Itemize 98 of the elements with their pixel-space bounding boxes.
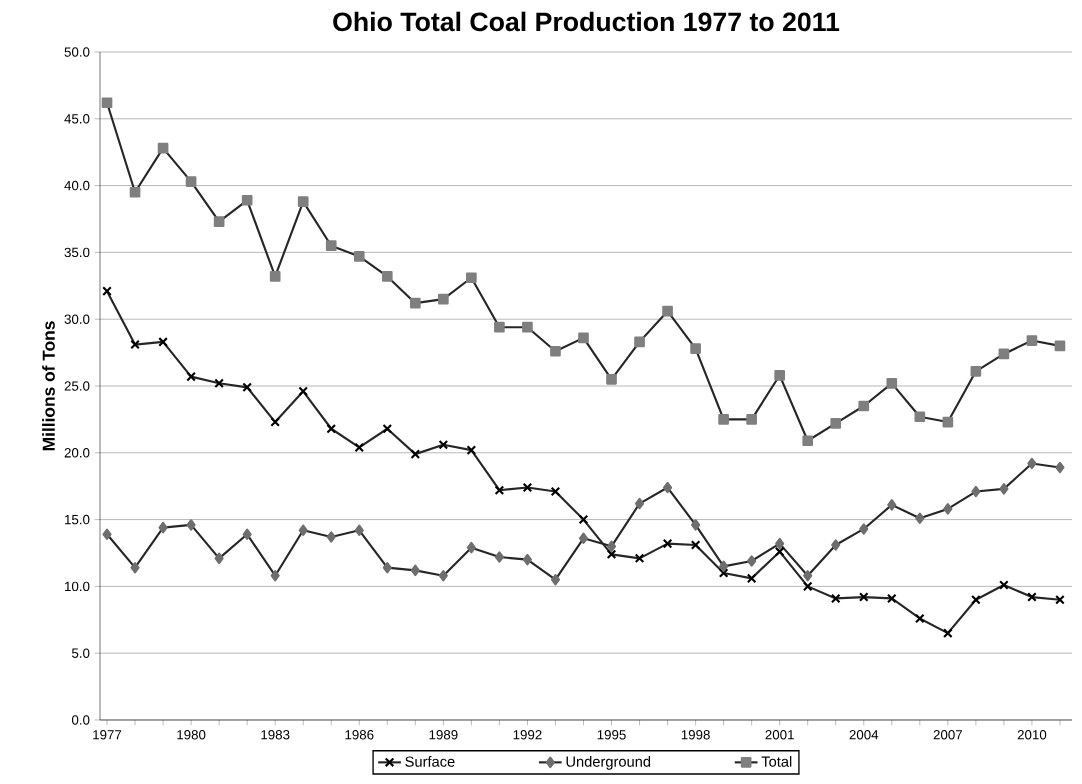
x-tick-label: 1989 — [429, 730, 458, 740]
point — [914, 411, 926, 423]
y-tick-label: 35.0 — [64, 247, 90, 258]
y-tick-label: 40.0 — [64, 180, 90, 191]
y-tick-label: 20.0 — [64, 448, 90, 458]
point — [634, 336, 645, 348]
point — [409, 297, 421, 309]
point — [634, 497, 645, 510]
y-tick-label: 5.0 — [71, 648, 90, 658]
point — [1026, 335, 1038, 346]
point — [381, 271, 393, 282]
point — [410, 564, 420, 577]
point — [494, 321, 505, 333]
y-tick-label: 10.0 — [65, 581, 90, 592]
point — [858, 400, 870, 412]
y-tick-label: 50.0 — [64, 47, 90, 57]
point — [719, 560, 729, 573]
point — [915, 512, 925, 524]
point — [774, 369, 786, 381]
legend-label: Total — [761, 756, 792, 767]
point — [214, 552, 224, 565]
point — [522, 553, 532, 566]
point — [438, 293, 449, 305]
point — [998, 348, 1010, 360]
point — [325, 240, 337, 252]
point — [886, 377, 898, 389]
point — [157, 142, 169, 154]
point — [102, 528, 112, 541]
point — [494, 551, 504, 563]
x-tick-label: 1998 — [681, 730, 710, 740]
point — [1027, 457, 1037, 470]
point — [971, 485, 981, 498]
point — [970, 365, 982, 377]
legend-label: Surface — [405, 756, 455, 767]
x-tick-label: 2004 — [849, 730, 879, 740]
point — [550, 345, 561, 357]
point — [326, 531, 336, 543]
x-tick-label: 1980 — [177, 730, 206, 740]
point — [522, 321, 533, 333]
y-tick-label: 0.0 — [71, 715, 90, 725]
legend-label: Underground — [566, 756, 651, 770]
point — [802, 435, 814, 447]
point — [298, 524, 308, 537]
y-tick-label: 15.0 — [65, 514, 90, 525]
x-tick-label: 2007 — [933, 730, 963, 740]
x-tick-label: 1986 — [345, 730, 374, 740]
y-axis-title: Millions of Tons — [42, 321, 55, 451]
point — [943, 503, 953, 515]
point — [466, 541, 476, 554]
point — [129, 186, 141, 198]
x-tick-label: 2001 — [765, 730, 794, 740]
point — [663, 481, 673, 494]
point — [130, 561, 140, 574]
point — [213, 216, 225, 227]
chart-title: Ohio Total Coal Production 1977 to 2011 — [333, 11, 840, 32]
point — [186, 519, 196, 531]
point — [859, 523, 869, 535]
point — [691, 519, 701, 531]
point — [578, 532, 589, 545]
point — [270, 569, 280, 582]
point — [831, 539, 841, 551]
x-tick-label: 1992 — [513, 730, 542, 740]
point — [999, 483, 1009, 495]
point — [747, 555, 757, 567]
point — [718, 414, 729, 425]
point — [1055, 461, 1065, 474]
point — [354, 524, 364, 537]
y-tick-label: 30.0 — [64, 314, 90, 324]
y-tick-label: 45.0 — [64, 114, 90, 124]
point — [550, 573, 561, 586]
x-tick-label: 1995 — [597, 730, 626, 740]
point — [158, 521, 168, 534]
point — [606, 540, 617, 553]
point — [382, 561, 392, 574]
point — [830, 418, 842, 429]
point — [466, 272, 477, 284]
point — [353, 251, 365, 262]
point — [269, 271, 281, 282]
point — [578, 332, 589, 344]
point — [887, 499, 897, 511]
point — [942, 416, 954, 428]
point — [690, 343, 701, 354]
x-tick-label: 1977 — [93, 730, 122, 740]
point — [803, 569, 813, 582]
y-tick-label: 25.0 — [64, 381, 90, 391]
point — [606, 373, 617, 385]
point — [241, 194, 253, 206]
point — [1054, 340, 1066, 352]
x-tick-label: 2010 — [1017, 730, 1047, 740]
point — [775, 537, 785, 550]
point — [662, 305, 673, 317]
point — [242, 528, 252, 541]
x-tick-label: 1983 — [261, 730, 290, 740]
point — [101, 97, 113, 109]
point — [746, 414, 757, 425]
point — [297, 196, 309, 207]
point — [438, 569, 448, 582]
point — [185, 176, 197, 187]
